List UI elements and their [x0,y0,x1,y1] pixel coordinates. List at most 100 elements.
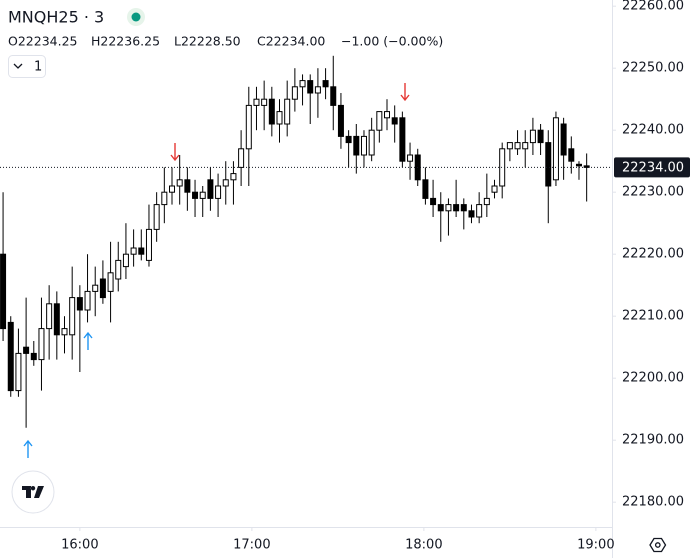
candle-body [276,111,283,125]
candle-body [430,197,437,206]
candle-body [360,135,367,156]
candle-body [345,135,352,144]
y-tick-label: 22190.00 [622,433,684,448]
candle-body [145,228,152,261]
candle-body [92,284,99,292]
candle-body [207,179,214,199]
candle-body [76,297,83,311]
current-price-label: 22234.00 [622,160,684,175]
candle-body [215,185,222,199]
candle-body [222,179,229,187]
readout-item: L22228.50 [174,34,241,49]
candle-body [314,86,321,94]
current-price-badge [614,157,690,178]
candle-body [391,117,398,125]
y-tick-label: 22180.00 [622,495,684,510]
market-status-dot [131,12,141,22]
candle-body [384,111,391,119]
buy-arrow [83,331,93,350]
candle-body [169,185,176,193]
candle-body [307,80,314,94]
candle-body [69,297,76,336]
candle-body [53,303,60,336]
candle-body [537,129,544,144]
settings-button[interactable] [649,537,667,553]
candle-body [7,321,14,392]
buy-arrow [23,439,33,458]
candle-body [583,165,590,168]
candle-body [560,123,567,156]
candle-body [368,129,375,156]
candle-body [46,303,53,330]
ohlc-readout: O22234.25 H22236.25 L22228.50 C22234.00 −1.0… [8,34,443,49]
candle-body [330,86,337,106]
candle-body [376,111,383,131]
candle-body [529,129,536,144]
candle-body [291,86,298,100]
y-tick-label: 22240.00 [622,123,684,138]
candle-body [506,142,513,150]
candle-body [99,278,106,299]
candle-body [245,104,252,150]
plot-area [0,55,612,428]
candle-body [0,253,7,330]
candle-body [230,173,237,181]
x-tick-label: 19:00 [577,538,614,553]
candle-body [138,247,145,255]
candle-body [522,142,529,150]
indicator-toggle[interactable] [8,55,46,78]
chevron-icon [13,63,23,69]
y-tick-label: 22230.00 [622,185,684,200]
x-tick-label: 17:00 [233,538,270,553]
readout-item: H22236.25 [91,34,160,49]
x-tick-label: 18:00 [405,538,442,553]
candle-body [399,117,406,162]
candle-body [23,346,30,354]
y-tick-label: 22200.00 [622,371,684,386]
candle-body [322,80,329,88]
candle-body [499,148,506,187]
y-tick-label: 22260.00 [622,0,684,14]
candle-body [176,179,183,187]
candle-body [552,117,559,181]
candle-body [460,204,467,212]
y-tick-label: 22250.00 [622,61,684,76]
candle-body [161,191,168,206]
candle-body [15,352,22,392]
candle-body [476,204,483,218]
candle-body [192,191,199,199]
candle-body [115,259,122,280]
tradingview-logo[interactable] [11,470,55,514]
candle-body [61,328,68,336]
candle-body [84,290,91,311]
settings-icon [654,542,661,548]
candle-body [261,98,268,106]
readout-item: O22234.25 [8,34,77,49]
candle-body [407,154,414,162]
candle-body [238,148,245,168]
candle-body [284,98,291,125]
y-tick-label: 22210.00 [622,309,684,324]
candle-body [130,247,137,255]
candle-body [568,148,575,162]
candle-body [483,197,490,206]
candle-body [184,179,191,193]
indicator-count: 1 [34,60,42,75]
symbol-title[interactable]: MNQH25 · 3 [8,8,104,27]
candle-body [353,135,360,156]
readout-item: C22234.00 [257,34,325,49]
candle-body [299,80,306,88]
candle-body [491,185,498,193]
candle-body [468,210,475,218]
candle-body [453,204,460,212]
candle-body [445,204,452,212]
candle-body [122,253,129,268]
candle-body [545,142,552,187]
readout-item: −1.00 (−0.00%) [341,34,443,49]
candle-body [253,98,260,106]
candle-body [514,142,521,150]
candle-body [153,204,160,230]
candle-body [38,328,45,361]
candle-body [199,191,206,199]
